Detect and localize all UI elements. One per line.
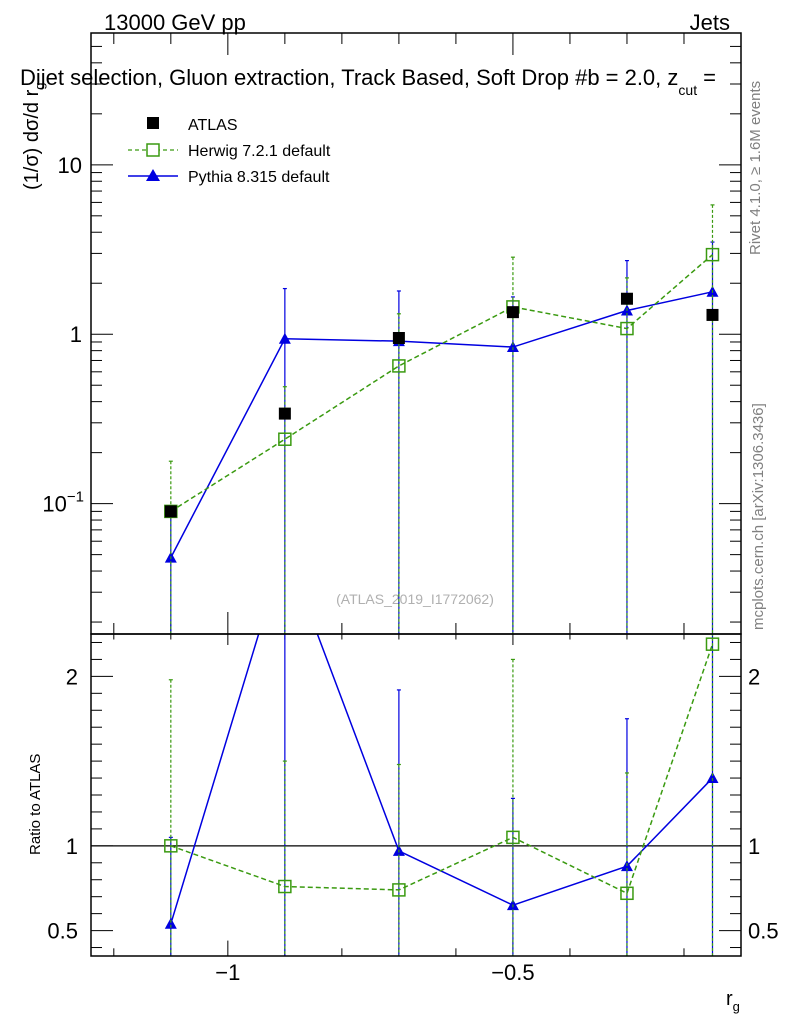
ratio-herwig-point — [392, 883, 406, 897]
y-tick-label: 10−1 — [42, 489, 84, 517]
atlas-point — [620, 292, 633, 305]
ratio-ylabel: Ratio to ATLAS — [27, 754, 44, 855]
pythia-line — [170, 291, 713, 558]
ratio-y-tick-label: 2 — [66, 664, 78, 689]
ratio-y-tick-label-right: 2 — [748, 664, 760, 689]
atlas-point — [278, 407, 291, 420]
main-plot-area — [164, 204, 720, 634]
ratio-y-tick-label: 0.5 — [47, 919, 78, 944]
ratio-pythia-point — [164, 917, 177, 929]
energy-label: 13000 GeV pp — [104, 10, 246, 35]
atlas-point — [506, 306, 519, 319]
ratio-herwig-point — [506, 830, 520, 845]
y-tick-label: 1 — [70, 322, 82, 347]
legend-atlas-marker — [147, 117, 159, 129]
x-tick-label: −1 — [215, 960, 240, 985]
legend-pythia-marker — [146, 169, 160, 181]
x-axis-title: rg — [726, 988, 740, 1014]
legend-atlas-label: ATLAS — [188, 117, 238, 134]
ratio-herwig-point — [164, 839, 178, 853]
rivet-version-label: Rivet 4.1.0, ≥ 1.6M events — [747, 81, 764, 255]
analysis-watermark: (ATLAS_2019_I1772062) — [336, 591, 494, 607]
herwig-point — [392, 359, 406, 373]
category-label: Jets — [690, 10, 730, 35]
y-tick-label: 10 — [58, 153, 82, 178]
legend: ATLAS Herwig 7.2.1 default Pythia 8.315 … — [128, 117, 331, 186]
ratio-herwig-point — [620, 886, 634, 901]
pythia-point — [278, 332, 291, 344]
herwig-point — [278, 432, 292, 446]
ratio-pythia-point — [706, 772, 719, 784]
atlas-point — [392, 332, 405, 345]
ratio-plot-area — [91, 634, 741, 956]
mcplots-label: mcplots.cern.ch [arXiv:1306.3436] — [750, 403, 767, 630]
plot-title: Dijet selection, Gluon extraction, Track… — [20, 65, 716, 98]
herwig-line — [170, 254, 713, 513]
legend-herwig-marker — [146, 143, 160, 157]
ratio-herwig-point — [705, 637, 720, 651]
ratio-plot-frame — [90, 633, 742, 957]
ratio-y-tick-label-right: 0.5 — [748, 919, 779, 944]
herwig-point — [620, 321, 634, 336]
main-ylabel: (1/σ) dσ/d rg — [21, 83, 47, 191]
ratio-y-tick-label-right: 1 — [748, 834, 760, 859]
legend-pythia-label: Pythia 8.315 default — [188, 169, 330, 186]
ratio-herwig-point — [278, 879, 292, 894]
pythia-point — [506, 341, 519, 353]
atlas-point — [164, 505, 177, 518]
ratio-y-tick-label: 1 — [66, 834, 78, 859]
atlas-point — [706, 308, 719, 321]
herwig-point — [705, 247, 720, 262]
legend-herwig-label: Herwig 7.2.1 default — [188, 143, 331, 160]
ratio-herwig-line — [170, 643, 714, 895]
x-tick-label: −0.5 — [491, 960, 534, 985]
